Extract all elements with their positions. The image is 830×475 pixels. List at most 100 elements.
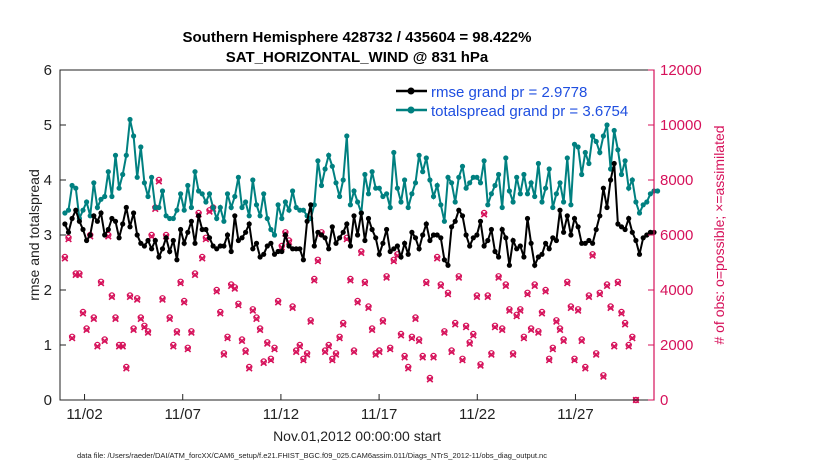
obs-possible-marker [614, 278, 622, 285]
rmse-point [217, 243, 223, 249]
totalspread-point [568, 202, 574, 208]
obs-possible-marker [480, 209, 488, 217]
obs-possible-marker [405, 363, 412, 371]
obs-assimilated-marker [325, 343, 333, 350]
rmse-point [452, 218, 458, 224]
totalspread-point [199, 191, 205, 197]
totalspread-point [253, 202, 260, 208]
obs-possible-marker [466, 339, 473, 346]
obs-assimilated-marker [437, 282, 445, 290]
totalspread-point [499, 204, 505, 211]
rmse-point [228, 248, 234, 255]
legend-spread-label: totalspread grand pr = 3.6754 [431, 103, 628, 120]
obs-assimilated-marker [581, 365, 589, 372]
obs-assimilated-marker [466, 340, 474, 347]
obs-possible-marker [97, 278, 105, 285]
obs-possible-marker [484, 292, 491, 299]
totalspread-point [268, 226, 274, 233]
obs-possible-marker [108, 292, 116, 299]
legend-rmse-label: rmse grand pr = 2.9778 [431, 84, 587, 101]
totalspread-point [467, 180, 473, 186]
obs-assimilated-marker [292, 348, 300, 356]
totalspread-point [470, 174, 476, 180]
totalspread-point [156, 204, 162, 211]
rmse-point [405, 251, 411, 257]
obs-assimilated-marker [361, 279, 369, 287]
rmse-point [571, 215, 578, 222]
rmse-point [579, 240, 585, 246]
obs-possible-marker [473, 292, 481, 299]
obs-assimilated-marker [488, 351, 495, 358]
rmse-point [221, 243, 227, 249]
obs-possible-marker [137, 314, 144, 321]
rmse-point [362, 237, 368, 244]
rmse-point [333, 240, 339, 246]
rmse-point [568, 232, 574, 238]
totalspread-point [131, 133, 137, 139]
chart-title: Southern Hemisphere 428732 / 435604 = 98… [183, 29, 532, 46]
obs-assimilated-marker [531, 282, 539, 290]
rmse-point [409, 229, 415, 235]
totalspread-point [629, 177, 635, 183]
totalspread-point [550, 204, 556, 211]
obs-possible-marker [419, 352, 426, 360]
obs-possible-marker [184, 344, 191, 351]
obs-possible-marker [430, 352, 437, 360]
rmse-point [647, 229, 654, 235]
obs-possible-marker [191, 270, 199, 277]
totalspread-point [282, 199, 288, 205]
totalspread-point [496, 171, 502, 178]
rmse-point [373, 235, 379, 241]
obs-assimilated-marker [296, 343, 304, 350]
rmse-point [210, 243, 216, 249]
totalspread-point [528, 180, 534, 186]
totalspread-point [445, 174, 451, 180]
rmse-point [449, 224, 455, 230]
totalspread-point [65, 207, 72, 213]
rmse-point [73, 207, 79, 213]
totalspread-point [134, 174, 140, 180]
obs-assimilated-marker [314, 257, 322, 265]
obs-assimilated-marker [549, 345, 557, 353]
totalspread-point [611, 127, 617, 134]
obs-possible-marker [452, 319, 459, 327]
obs-assimilated-marker [408, 334, 416, 342]
obs-possible-marker [267, 355, 275, 362]
obs-possible-marker [564, 278, 571, 285]
rmse-point [311, 243, 317, 249]
obs-assimilated-marker [430, 354, 437, 361]
legend-box [392, 75, 650, 121]
obs-assimilated-marker [491, 323, 499, 331]
rmse-point [384, 226, 390, 233]
rmse-point [271, 251, 278, 257]
obs-assimilated-marker [534, 329, 542, 336]
obs-assimilated-marker [415, 337, 423, 345]
rmse-point [615, 221, 621, 227]
obs-possible-marker [524, 289, 531, 296]
obs-assimilated-marker [578, 337, 586, 345]
totalspread-point [380, 193, 386, 200]
rmse-point [300, 257, 306, 263]
obs-assimilated-marker [249, 307, 257, 314]
rmse-point [344, 221, 350, 227]
totalspread-point [644, 199, 650, 205]
rmse-point [398, 254, 404, 260]
obs-assimilated-marker [184, 345, 192, 353]
totalspread-point [481, 158, 487, 164]
obs-assimilated-marker [289, 304, 296, 312]
obs-assimilated-marker [180, 299, 188, 306]
obs-possible-marker [506, 306, 513, 313]
obs-possible-marker [520, 333, 528, 340]
rmse-point [358, 210, 364, 216]
obs-assimilated-marker [267, 356, 275, 364]
obs-possible-marker [271, 344, 278, 351]
obs-assimilated-marker [621, 321, 629, 328]
obs-assimilated-marker [126, 293, 134, 301]
obs-possible-marker [495, 273, 502, 280]
totalspread-point [337, 193, 343, 200]
obs-possible-marker [245, 363, 253, 371]
obs-assimilated-marker [231, 285, 239, 292]
obs-possible-marker [434, 253, 441, 261]
